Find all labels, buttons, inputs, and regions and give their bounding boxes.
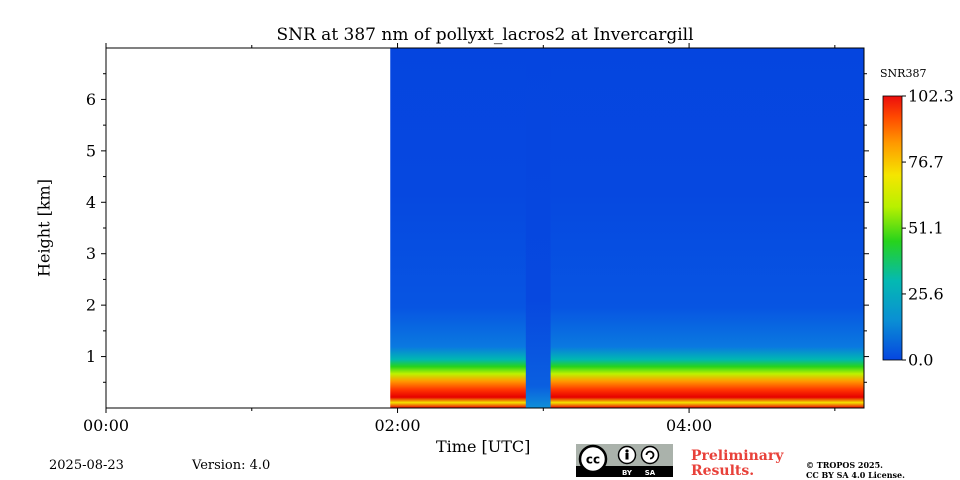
y-tick-label: 3 <box>86 244 96 263</box>
date-label: 2025-08-23 <box>49 458 124 473</box>
chart-svg: 00:00 02:00 04:00 1 2 3 4 5 6 102.3 76.7 51.1 25.6… <box>0 0 960 480</box>
y-tick-label: 5 <box>86 141 96 160</box>
y-tick-label: 1 <box>86 347 96 366</box>
heatmap <box>390 48 864 408</box>
heatmap-profile <box>390 48 864 408</box>
x-axis-label: Time [UTC] <box>436 437 530 456</box>
copyright-line1: © TROPOS 2025. <box>806 460 926 470</box>
colorbar-label: SNR387 <box>880 67 926 80</box>
colorbar-tick-label: 25.6 <box>908 284 944 303</box>
colorbar-tick-label: 51.1 <box>908 219 944 238</box>
copyright-line2: CC BY SA 4.0 License. <box>806 470 926 480</box>
sa-icon <box>642 447 659 464</box>
colorbar-tick-label: 0.0 <box>908 351 933 370</box>
colorbar <box>883 96 902 360</box>
y-tick-label: 2 <box>86 296 96 315</box>
colorbar-tick-label: 102.3 <box>908 87 954 106</box>
x-tick-label: 02:00 <box>374 416 420 435</box>
heatmap-gap <box>526 48 551 408</box>
sa-text: SA <box>645 469 656 477</box>
version-label: Version: 4.0 <box>192 458 270 473</box>
x-tick-label: 04:00 <box>666 416 712 435</box>
colorbar-ticks: 102.3 76.7 51.1 25.6 0.0 <box>902 87 954 370</box>
x-tick-label: 00:00 <box>83 416 129 435</box>
y-axis-label: Height [km] <box>35 179 54 277</box>
colorbar-tick-label: 76.7 <box>908 153 944 172</box>
cc-license-badge: cc BY SA <box>576 444 673 477</box>
preliminary-note: Preliminary Results. <box>691 449 801 479</box>
by-text: BY <box>622 469 633 477</box>
cc-text: cc <box>586 453 600 467</box>
y-tick-label: 6 <box>86 90 96 109</box>
copyright-note: © TROPOS 2025. CC BY SA 4.0 License. <box>806 460 926 480</box>
y-tick-label: 4 <box>86 193 96 212</box>
